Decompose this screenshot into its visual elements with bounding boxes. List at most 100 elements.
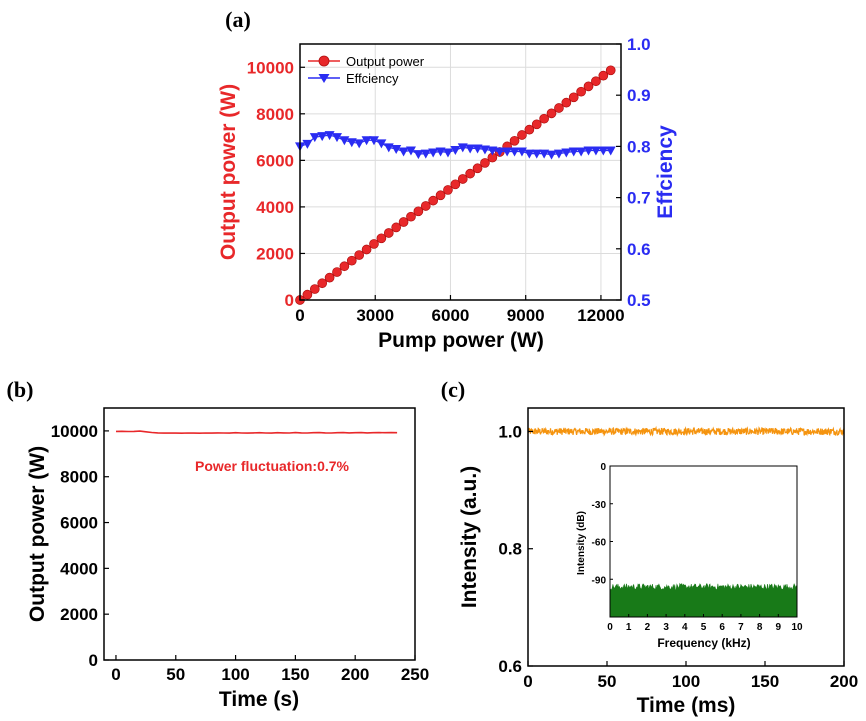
x-tick-label: 0 <box>111 665 120 684</box>
efficiency-point <box>457 143 468 153</box>
output-power-point <box>554 103 564 113</box>
efficiency-point <box>605 146 616 156</box>
inset-background <box>566 454 795 651</box>
efficiency-point <box>494 147 505 157</box>
panel-b-xlabel: Time (s) <box>219 688 299 711</box>
efficiency-point <box>383 143 394 153</box>
panel-c-axes: 0 50 100 150 2000.60.81.0 <box>498 422 858 691</box>
y-tick-label: 4000 <box>60 559 98 578</box>
y-tick-label: 1.0 <box>498 422 522 441</box>
efficiency-point <box>576 147 587 157</box>
efficiency-point <box>435 147 446 157</box>
x-tick-label: 50 <box>598 672 617 691</box>
efficiency-point <box>524 149 535 159</box>
efficiency-point <box>346 138 357 148</box>
y-tick-label: 4000 <box>256 198 294 217</box>
panel-a-grid <box>300 44 621 300</box>
efficiency-point <box>539 149 550 159</box>
legend-output-marker <box>318 55 330 67</box>
output-power-point <box>443 185 453 195</box>
inset-x-tick-label: 0 <box>607 622 613 633</box>
intensity-trace <box>527 425 845 437</box>
x-tick-label: 9000 <box>507 306 545 325</box>
y2-tick-label: 0.9 <box>627 86 651 105</box>
inset-x-tick-label: 7 <box>738 622 744 633</box>
y-tick-label: 10000 <box>51 422 98 441</box>
panel-a-axes: 0 3000 6000 9000 12000 0 2000 4000 6000 8000 10000… <box>247 35 651 325</box>
efficiency-point <box>413 150 424 160</box>
x-tick-label: 150 <box>281 665 309 684</box>
efficiency-point <box>479 145 490 155</box>
output-power-point <box>524 124 535 135</box>
inset-x-tick-label: 4 <box>682 622 688 633</box>
efficiency-point <box>509 147 520 157</box>
efficiency-point <box>302 139 313 149</box>
panel-a-xlabel: Pump power (W) <box>378 329 544 352</box>
efficiency-point <box>590 146 601 156</box>
efficiency-point <box>583 146 594 156</box>
output-power-point <box>346 255 357 266</box>
efficiency-point <box>450 145 461 155</box>
output-power-point <box>391 222 402 233</box>
legend-efficiency-marker <box>318 74 330 83</box>
efficiency-point <box>428 148 439 158</box>
inset-series <box>609 582 798 618</box>
output-power-point <box>406 211 416 222</box>
y2-tick-label: 0.5 <box>627 291 651 310</box>
y-tick-label: 10000 <box>247 58 294 77</box>
panel-c-label: (c) <box>441 377 465 402</box>
output-power-point <box>591 76 601 87</box>
efficiency-point <box>309 133 320 143</box>
x-tick-label: 12000 <box>577 306 624 325</box>
efficiency-point <box>465 144 476 154</box>
inset-x-tick-label: 3 <box>663 622 669 633</box>
efficiency-point <box>472 144 483 154</box>
output-power-point <box>576 86 586 97</box>
efficiency-point <box>561 148 572 158</box>
output-power-point <box>324 272 335 283</box>
y-tick-label: 8000 <box>60 468 98 487</box>
panel-c-ylabel: Intensity (a.u.) <box>458 466 481 608</box>
efficiency-point <box>598 146 609 156</box>
output-power-trace <box>115 430 398 435</box>
output-power-point <box>517 130 527 140</box>
x-tick-label: 50 <box>166 665 185 684</box>
panel-b-ylabel: Output power (W) <box>26 446 49 622</box>
output-power-point <box>361 244 372 255</box>
efficiency-point <box>420 149 431 159</box>
output-power-point <box>472 163 483 174</box>
y-tick-label: 2000 <box>60 605 98 624</box>
inset-ylabel: Intensity (dB) <box>576 511 587 575</box>
efficiency-point <box>368 136 379 146</box>
efficiency-point <box>531 149 542 159</box>
output-power-point <box>302 289 313 300</box>
x-tick-label: 200 <box>341 665 369 684</box>
output-power-point <box>450 179 461 190</box>
output-power-point <box>413 206 424 217</box>
panel-a-ylabel: Output power (W) <box>217 84 240 260</box>
x-tick-label: 200 <box>830 672 858 691</box>
efficiency-point <box>331 133 342 143</box>
x-tick-label: 100 <box>221 665 249 684</box>
y2-tick-label: 1.0 <box>627 35 651 54</box>
output-power-point <box>309 284 320 294</box>
output-power-point <box>457 174 468 184</box>
efficiency-point <box>502 147 513 157</box>
efficiency-point <box>546 150 557 160</box>
output-power-point <box>546 108 557 119</box>
y-tick-label: 6000 <box>60 514 98 533</box>
panel-c-xlabel: Time (ms) <box>637 694 736 717</box>
x-tick-label: 100 <box>672 672 700 691</box>
output-power-point <box>339 261 350 272</box>
panel-a-y2label: Effciency <box>654 125 677 219</box>
inset-x-tick-label: 8 <box>757 622 763 633</box>
panel-b-series <box>115 430 398 435</box>
panel-a-legend: Output power Effciency <box>308 54 425 86</box>
output-power-point <box>598 70 609 81</box>
efficiency-point <box>317 132 328 142</box>
efficiency-point <box>442 148 453 158</box>
x-tick-label: 0 <box>295 306 304 325</box>
efficiency-point <box>516 147 527 157</box>
panel-b-label: (b) <box>7 377 34 402</box>
